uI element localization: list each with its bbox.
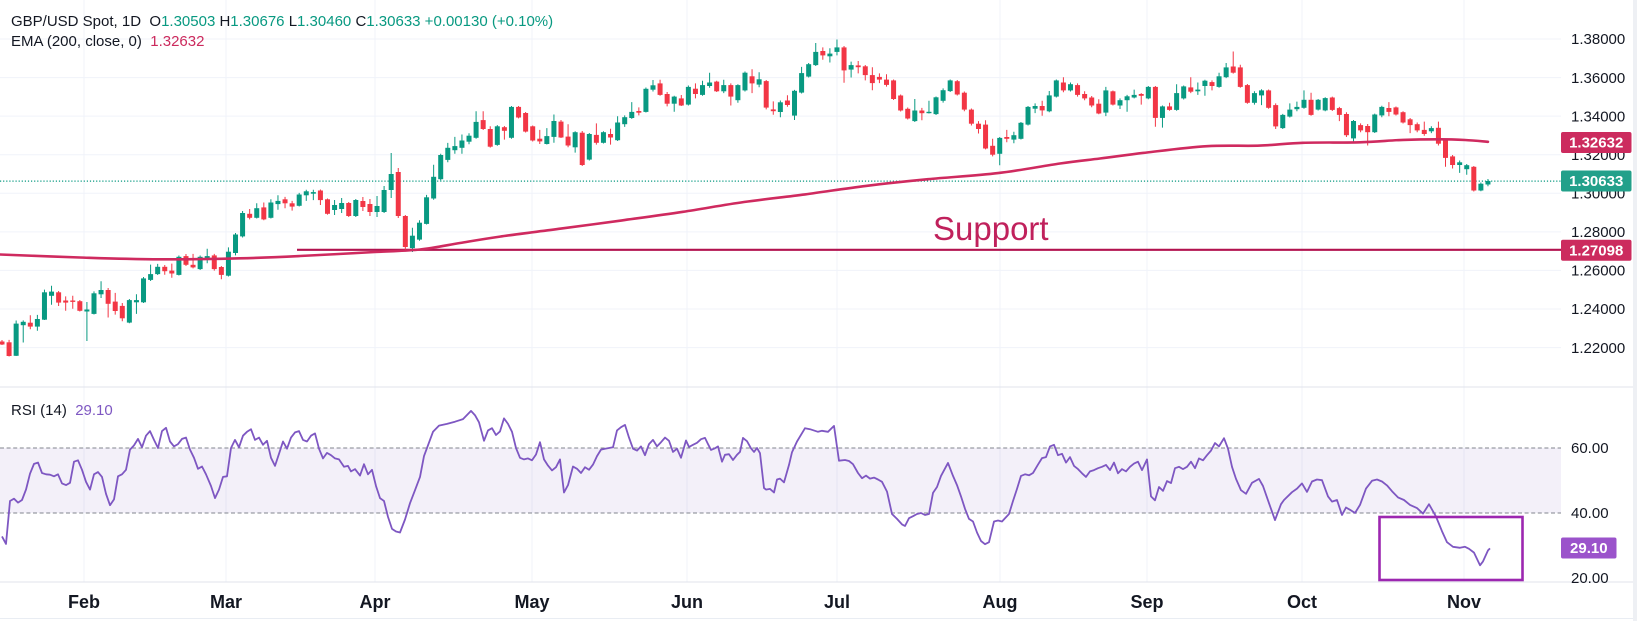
svg-text:Apr: Apr — [360, 592, 391, 612]
svg-text:Jul: Jul — [824, 592, 850, 612]
svg-text:1.26000: 1.26000 — [1571, 263, 1625, 280]
svg-text:RSI (14) 29.10: RSI (14) 29.10 — [11, 402, 113, 419]
svg-text:1.38000: 1.38000 — [1571, 31, 1625, 48]
svg-text:Jun: Jun — [671, 592, 703, 612]
svg-text:1.27098: 1.27098 — [1569, 242, 1623, 259]
svg-text:EMA (200, close, 0) 1.32632: EMA (200, close, 0) 1.32632 — [11, 33, 204, 50]
svg-text:1.32632: 1.32632 — [1569, 135, 1623, 152]
svg-text:1.22000: 1.22000 — [1571, 340, 1625, 357]
svg-text:Nov: Nov — [1447, 592, 1481, 612]
svg-text:Mar: Mar — [210, 592, 242, 612]
svg-text:Support: Support — [933, 210, 1049, 247]
svg-text:1.28000: 1.28000 — [1571, 224, 1625, 241]
svg-text:Feb: Feb — [68, 592, 100, 612]
svg-text:29.10: 29.10 — [1570, 540, 1608, 557]
svg-text:Sep: Sep — [1130, 592, 1163, 612]
svg-text:May: May — [514, 592, 549, 612]
svg-text:60.00: 60.00 — [1571, 440, 1609, 457]
svg-text:40.00: 40.00 — [1571, 505, 1609, 522]
svg-text:20.00: 20.00 — [1571, 570, 1609, 587]
svg-text:Aug: Aug — [983, 592, 1018, 612]
svg-text:GBP/USD Spot, 1D O1.30503 H1.: GBP/USD Spot, 1D O1.30503 H1.30676 L1.30… — [11, 13, 553, 30]
svg-text:1.34000: 1.34000 — [1571, 108, 1625, 125]
svg-text:1.36000: 1.36000 — [1571, 70, 1625, 87]
svg-text:1.24000: 1.24000 — [1571, 301, 1625, 318]
svg-text:Oct: Oct — [1287, 592, 1317, 612]
svg-text:1.30633: 1.30633 — [1569, 173, 1623, 190]
